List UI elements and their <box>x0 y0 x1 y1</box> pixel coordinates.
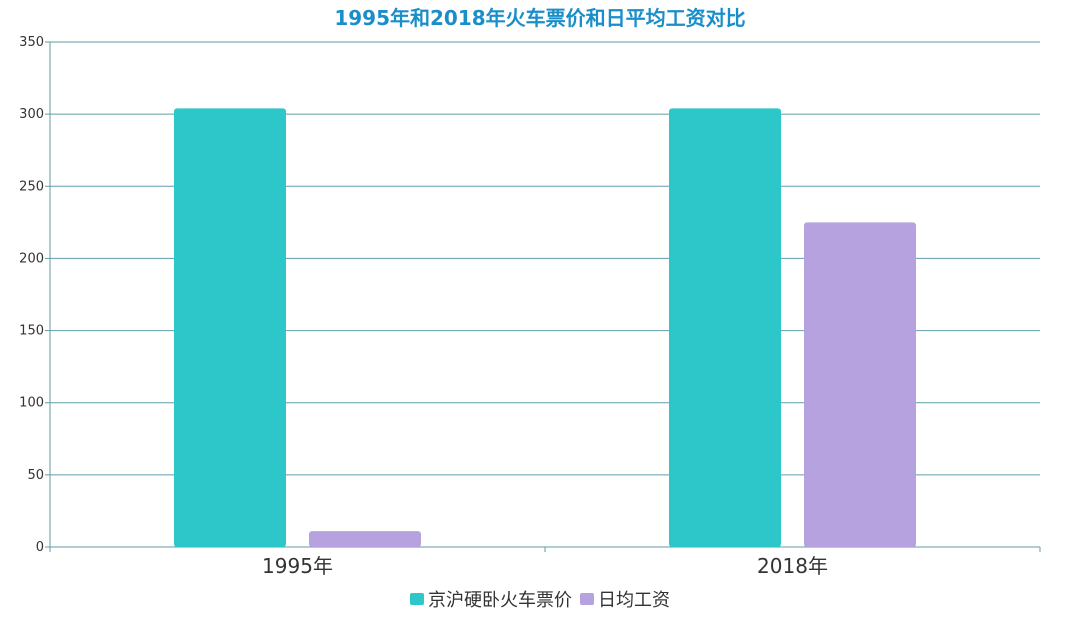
bar <box>174 108 286 547</box>
y-tick-label: 200 <box>19 251 44 266</box>
legend-label: 京沪硬卧火车票价 <box>428 590 572 611</box>
bar <box>669 108 781 547</box>
y-tick-label: 50 <box>27 468 44 483</box>
bar <box>804 222 916 547</box>
x-tick-label: 1995年 <box>262 554 333 578</box>
bar <box>309 531 421 547</box>
y-tick-label: 250 <box>19 179 44 194</box>
bars <box>174 108 916 547</box>
y-tick-label: 100 <box>19 396 44 411</box>
legend-label: 日均工资 <box>598 590 670 611</box>
x-tick-label: 2018年 <box>757 554 828 578</box>
legend-item: 京沪硬卧火车票价 <box>410 590 572 611</box>
legend-swatch <box>410 593 424 605</box>
y-tick-label: 300 <box>19 107 44 122</box>
y-tick-label: 0 <box>36 540 44 555</box>
y-tick-label: 150 <box>19 324 44 339</box>
y-tick-label: 350 <box>19 35 44 50</box>
legend-swatch <box>580 593 594 605</box>
chart-title: 1995年和2018年火车票价和日平均工资对比 <box>334 6 745 30</box>
legend-item: 日均工资 <box>580 590 670 611</box>
legend: 京沪硬卧火车票价 日均工资 <box>410 590 670 611</box>
